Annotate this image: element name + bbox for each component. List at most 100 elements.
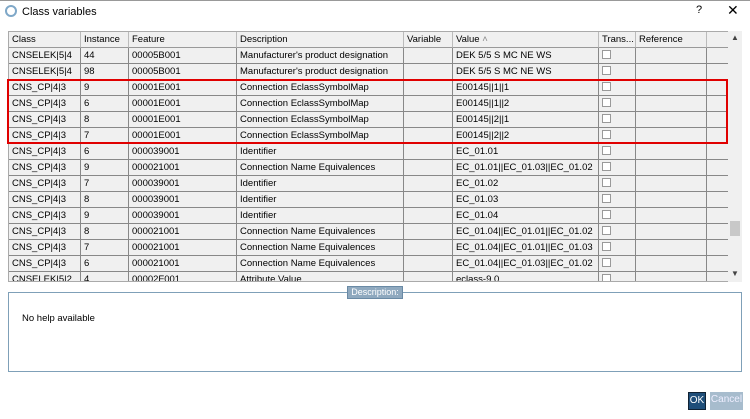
translate-checkbox-cell [599, 256, 636, 272]
table-cell: Connection Name Equivalences [237, 160, 404, 176]
table-row[interactable]: CNS_CP|4|3 7 000021001 Connection Name Equi… [9, 240, 728, 256]
table-cell [404, 240, 453, 256]
vertical-scrollbar[interactable]: ▲ ▼ [728, 31, 742, 282]
translate-checkbox-cell [599, 240, 636, 256]
table-cell: CNS_CP|4|3 [9, 80, 81, 96]
column-header[interactable]: Reference [636, 32, 707, 48]
table-cell: 9 [81, 160, 129, 176]
table-row[interactable]: CNS_CP|4|3 8 000021001 Connection Name Equi… [9, 224, 728, 240]
table-cell [707, 256, 728, 272]
translate-checkbox[interactable] [602, 130, 611, 139]
table-cell: eclass-9.0 [453, 272, 599, 281]
table-row[interactable]: CNS_CP|4|3 9 00001E001 Connection EclassSym… [9, 80, 728, 96]
table-cell: 000039001 [129, 144, 237, 160]
table-cell: 000039001 [129, 176, 237, 192]
translate-checkbox-cell [599, 272, 636, 281]
table-cell: CNSELEK|5|2 [9, 272, 81, 281]
table-header: Class Instance Feature Description Variable V… [9, 32, 728, 48]
table-row[interactable]: CNS_CP|4|3 8 000039001 Identifier EC_01.03 [9, 192, 728, 208]
translate-checkbox-cell [599, 176, 636, 192]
translate-checkbox[interactable] [602, 162, 611, 171]
scroll-thumb[interactable] [730, 221, 740, 236]
column-header[interactable]: Instance [81, 32, 129, 48]
table-cell [636, 112, 707, 128]
translate-checkbox-cell [599, 208, 636, 224]
table-cell: 00001E001 [129, 80, 237, 96]
table-cell: CNS_CP|4|3 [9, 224, 81, 240]
table-row[interactable]: CNS_CP|4|3 6 000039001 Identifier EC_01.01 [9, 144, 728, 160]
translate-checkbox[interactable] [602, 178, 611, 187]
translate-checkbox[interactable] [602, 210, 611, 219]
table-cell: 6 [81, 256, 129, 272]
table-cell [636, 272, 707, 281]
table-cell [404, 192, 453, 208]
translate-checkbox[interactable] [602, 82, 611, 91]
table-row[interactable]: CNS_CP|4|3 7 00001E001 Connection EclassSym… [9, 128, 728, 144]
table-cell [404, 96, 453, 112]
table-cell: CNSELEK|5|4 [9, 64, 81, 80]
translate-checkbox[interactable] [602, 98, 611, 107]
translate-checkbox[interactable] [602, 114, 611, 123]
column-header[interactable] [707, 32, 728, 48]
translate-checkbox[interactable] [602, 226, 611, 235]
table-row[interactable]: CNS_CP|4|3 6 00001E001 Connection EclassSym… [9, 96, 728, 112]
translate-checkbox[interactable] [602, 242, 611, 251]
translate-checkbox-cell [599, 80, 636, 96]
table-cell: CNS_CP|4|3 [9, 192, 81, 208]
table-cell: Connection EclassSymbolMap [237, 112, 404, 128]
class-variables-table: Class Instance Feature Description Variable V… [8, 31, 728, 282]
translate-checkbox[interactable] [602, 194, 611, 203]
table-cell: CNS_CP|4|3 [9, 256, 81, 272]
close-button[interactable]: ✕ [727, 2, 739, 18]
table-cell [636, 224, 707, 240]
table-cell: 000021001 [129, 224, 237, 240]
table-cell: 00002F001 [129, 272, 237, 281]
table-cell: 8 [81, 112, 129, 128]
column-header[interactable]: Variable [404, 32, 453, 48]
window-title: Class variables [22, 6, 97, 18]
table-row[interactable]: CNS_CP|4|3 7 000039001 Identifier EC_01.02 [9, 176, 728, 192]
table-cell: 000021001 [129, 256, 237, 272]
table-row[interactable]: CNS_CP|4|3 6 000021001 Connection Name Equi… [9, 256, 728, 272]
translate-checkbox[interactable] [602, 258, 611, 267]
sort-arrow-icon: ˄ [479, 34, 488, 45]
column-header[interactable]: Feature [129, 32, 237, 48]
translate-checkbox[interactable] [602, 274, 611, 281]
table-cell [707, 224, 728, 240]
table-cell: EC_01.04 [453, 208, 599, 224]
help-button[interactable]: ? [696, 4, 703, 16]
translate-checkbox-cell [599, 160, 636, 176]
table-cell: EC_01.01||EC_01.03||EC_01.02 [453, 160, 599, 176]
table-row[interactable]: CNS_CP|4|3 9 000039001 Identifier EC_01.04 [9, 208, 728, 224]
table-cell: EC_01.04||EC_01.01||EC_01.02 [453, 224, 599, 240]
table-cell [707, 80, 728, 96]
column-header[interactable]: Description [237, 32, 404, 48]
translate-checkbox-cell [599, 64, 636, 80]
table-row[interactable]: CNSELEK|5|2 4 00002F001 Attribute Value ecla… [9, 272, 728, 281]
top-border [0, 0, 750, 1]
scroll-up-icon[interactable]: ▲ [731, 33, 739, 42]
column-header[interactable]: Trans... [599, 32, 636, 48]
translate-checkbox[interactable] [602, 66, 611, 75]
cancel-button[interactable]: Cancel [710, 392, 743, 410]
table-cell: CNS_CP|4|3 [9, 160, 81, 176]
table-cell: DEK 5/5 S MC NE WS [453, 64, 599, 80]
translate-checkbox-cell [599, 144, 636, 160]
table-row[interactable]: CNS_CP|4|3 8 00001E001 Connection EclassSym… [9, 112, 728, 128]
table-row[interactable]: CNS_CP|4|3 9 000021001 Connection Name Equi… [9, 160, 728, 176]
table-cell: 7 [81, 176, 129, 192]
table-cell [707, 160, 728, 176]
column-header[interactable]: Value ˄ [453, 32, 599, 48]
table-row[interactable]: CNSELEK|5|4 44 00005B001 Manufacturer's pro… [9, 48, 728, 64]
translate-checkbox[interactable] [602, 50, 611, 59]
ok-button[interactable]: OK [688, 392, 706, 410]
table-cell [636, 256, 707, 272]
scroll-down-icon[interactable]: ▼ [731, 269, 739, 278]
column-header[interactable]: Class [9, 32, 81, 48]
table-cell: Connection Name Equivalences [237, 224, 404, 240]
table-cell: EC_01.02 [453, 176, 599, 192]
table-cell [404, 256, 453, 272]
table-row[interactable]: CNSELEK|5|4 98 00005B001 Manufacturer's pro… [9, 64, 728, 80]
description-text: No help available [22, 313, 95, 324]
translate-checkbox[interactable] [602, 146, 611, 155]
